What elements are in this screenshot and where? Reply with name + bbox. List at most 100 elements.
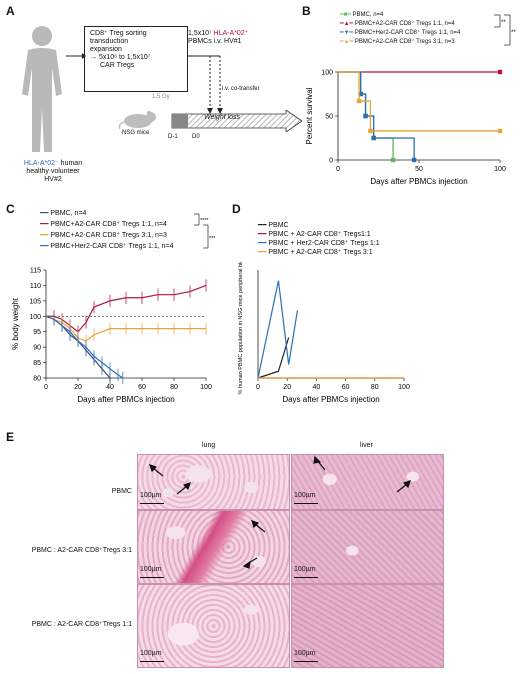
legend-b: ━■━ PBMC, n=4 ━▲━ PBMC+A2-CAR CD8⁺ Tregs… (340, 12, 510, 46)
x-tick-label: 0 (256, 384, 260, 391)
data-point (371, 135, 376, 141)
panel-a-label: A (6, 4, 15, 18)
y-tick-label: 50 (325, 114, 333, 121)
series-line (338, 71, 500, 132)
row-label-tregs-3-1: PBMC : A2-CAR CD8⁺Tregs 3:1 (31, 547, 132, 554)
legend-b-item: ━▼━ PBMC+Her2-CAR CD8⁺ Tregs 1:1, n=4 (340, 29, 461, 36)
x-tick-label: 100 (200, 384, 212, 391)
car-treg-process-box: CD8⁺ Treg sorting transduction expansion… (84, 26, 188, 92)
panel-c-label: C (6, 202, 15, 216)
y-tick-label: 80 (33, 376, 41, 383)
x-tick-label: 20 (283, 384, 291, 391)
donor-label: HLA-A*02⁻ human healthy volunteer HV#2 (23, 160, 83, 184)
x-tick-label: 100 (398, 384, 410, 391)
sig-c-1: **** (200, 218, 209, 224)
legend-c-item: ━━ PBMC+A2-CAR CD8⁺ Tregs 1:1, n=4 (40, 221, 167, 229)
panel-d-label: D (232, 202, 241, 216)
scale-lung-3: 100µm (140, 650, 162, 657)
y-axis-label: % human PBMC population in NSG mice peri… (238, 262, 244, 394)
x-tick-label: 40 (106, 384, 114, 391)
timeline-label: Weight loss (204, 114, 241, 121)
scalebar-liver-2 (294, 577, 318, 578)
legend-d-item: ━━ PBMC + A2-CAR CD8⁺ Tregs 3:1 (258, 249, 373, 257)
panel-b-label: B (302, 4, 311, 18)
y-tick-label: 105 (29, 298, 41, 305)
histology-lung-tregs-3-1 (137, 510, 290, 584)
data-point (363, 113, 368, 119)
x-tick-label: 60 (138, 384, 146, 391)
scalebar-lung-2 (140, 577, 164, 578)
legend-b-item: ━▲━ PBMC+A2-CAR CD8⁺ Tregs 1:1, n=4 (340, 20, 455, 27)
x-tick-label: 80 (371, 384, 379, 391)
y-tick-label: 85 (33, 360, 41, 367)
pbmc-injection-label: 1,5x10⁷ HLA-A*02⁺ PBMCs i.v. HV#1 (188, 30, 249, 46)
histology-lung-tregs-1-1 (137, 584, 290, 668)
day-zero: D0 (192, 134, 200, 140)
y-tick-label: 0 (329, 158, 333, 165)
x-axis-label: Days after PBMCs injection (77, 395, 174, 404)
scalebar-liver-1 (294, 503, 318, 504)
data-point (390, 157, 396, 163)
row-label-pbmc: PBMC (111, 488, 132, 495)
body-weight-chart: 0 20 40 60 80 100 80 85 90 95 100 105 110 115 Days aft… (11, 268, 212, 405)
irradiation-label: 1.5 Gy (152, 94, 170, 100)
column-lung: lung (202, 442, 216, 449)
series-line (46, 284, 207, 333)
series-line (45, 315, 124, 379)
y-axis-label: Percent survival (305, 87, 314, 144)
legend-c-item: ━━ PBMC, n=4 (40, 210, 87, 217)
sig-b-1: ** (501, 20, 506, 26)
data-point (497, 128, 503, 134)
pbmc-population-chart: 0 20 40 60 80 100 Days after PBMCs injection % … (238, 262, 410, 404)
legend-d-item: ━━ PBMC (258, 222, 289, 229)
series-line (257, 337, 290, 379)
day-minus-one: D-1 (168, 134, 178, 140)
y-tick-label: 90 (33, 345, 41, 352)
histology-liver-pbmc (291, 454, 444, 510)
legend-b-item: ━■━ PBMC, n=4 (340, 12, 384, 18)
timeline-arrow (171, 110, 303, 132)
significance-brackets-b: ** ** (494, 14, 516, 46)
legend-c: ━━ PBMC, n=4 ━━ PBMC+A2-CAR CD8⁺ Tregs 1… (40, 210, 220, 251)
panel-a-arrows (66, 53, 223, 114)
x-tick-label: 40 (313, 384, 321, 391)
x-axis-label: Days after PBMCs injection (282, 395, 379, 404)
human-figure-icon (22, 26, 62, 152)
scalebar-lung-3 (140, 661, 164, 662)
y-tick-label: 95 (33, 329, 41, 336)
legend-d-item: ━━ PBMC + A2-CAR CD8⁺ Tregs1:1 (258, 231, 371, 239)
series-line (338, 71, 415, 160)
panel-e-label: E (6, 430, 15, 444)
y-axis-label: % body weight (11, 297, 20, 350)
mice-label: NSG mice (122, 130, 150, 136)
histology-lung-pbmc (137, 454, 290, 510)
y-tick-label: 100 (29, 314, 41, 321)
histology-liver-tregs-3-1 (291, 510, 444, 584)
series-line (45, 315, 206, 342)
legend-d: ━━ PBMC ━━ PBMC + A2-CAR CD8⁺ Tregs1:1 ━… (258, 222, 428, 257)
legend-b-item: ━▲━ PBMC+A2-CAR CD8⁺ Tregs 3:1, n=3 (340, 38, 455, 45)
y-tick-label: 110 (30, 283, 41, 290)
mouse-icon (118, 110, 156, 130)
sig-c-2: *** (209, 236, 216, 242)
significance-brackets-c: **** *** (194, 213, 216, 249)
row-label-tregs-1-1: PBMC : A2-CAR CD8⁺Tregs 1:1 (31, 621, 132, 628)
series-line (257, 280, 299, 379)
scale-lung-1: 100µm (140, 492, 162, 499)
scale-liver-3: 100µm (294, 650, 316, 657)
data-point (358, 91, 363, 97)
x-tick-label: 0 (336, 166, 340, 173)
histology-arrows (149, 455, 411, 569)
x-tick-label: 60 (342, 384, 350, 391)
legend-c-item: ━━ PBMC+A2-CAR CD8⁺ Tregs 3:1, n=3 (40, 232, 167, 240)
scalebar-lung-1 (140, 503, 164, 504)
x-tick-label: 20 (74, 384, 82, 391)
sig-b-2: ** (511, 30, 516, 36)
y-tick-label: 115 (30, 268, 41, 275)
x-axis-label: Days after PBMCs injection (370, 177, 467, 186)
legend-c-item: ━━ PBMC+Her2-CAR CD8⁺ Tregs 1:1, n=4 (40, 243, 174, 251)
x-tick-label: 100 (494, 166, 506, 173)
x-tick-label: 50 (415, 166, 423, 173)
column-liver: liver (360, 442, 373, 449)
legend-d-item: ━━ PBMC + Her2-CAR CD8⁺ Tregs 1:1 (258, 240, 380, 248)
